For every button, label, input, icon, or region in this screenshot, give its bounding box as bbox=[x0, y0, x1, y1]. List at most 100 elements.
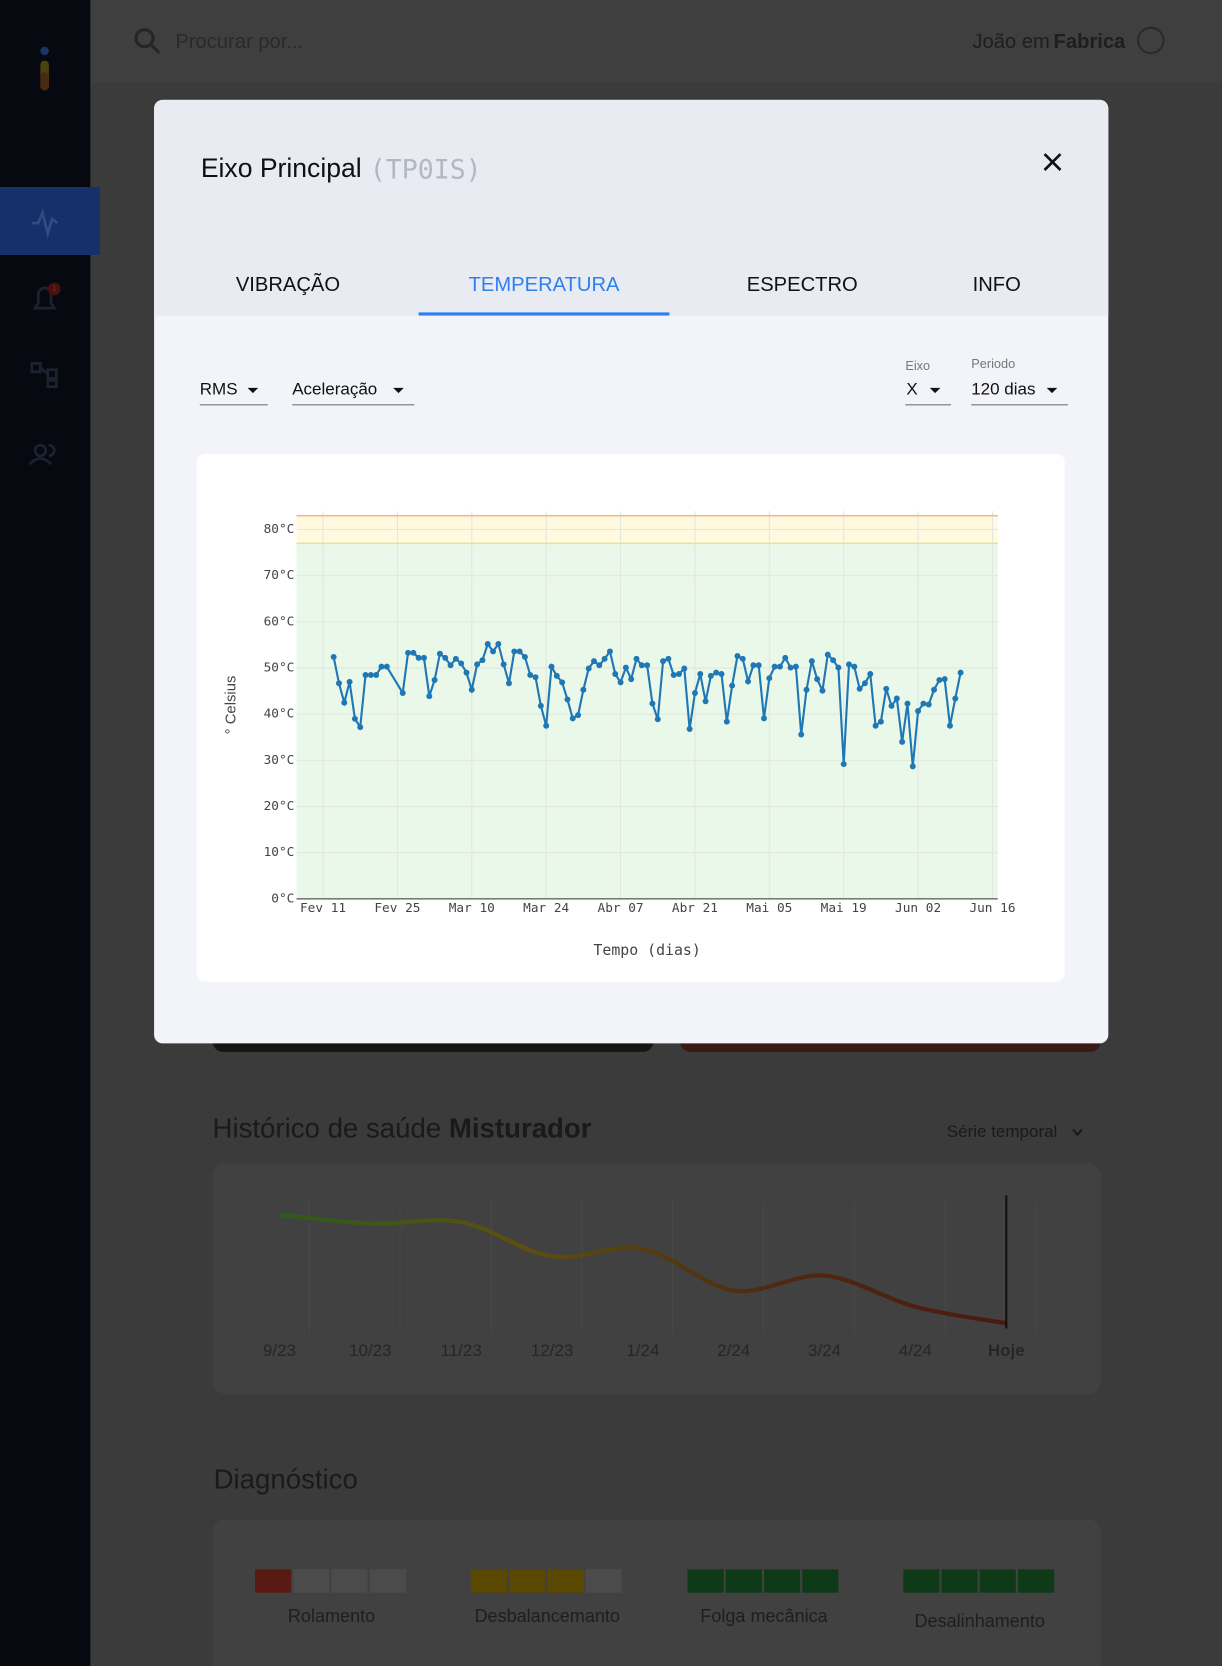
data-point bbox=[957, 669, 964, 676]
x-tick-label: 10/23 bbox=[349, 1341, 392, 1360]
view-select[interactable]: Série temporal bbox=[947, 1122, 1058, 1141]
site-name[interactable]: Fabrica bbox=[1054, 31, 1127, 53]
data-point bbox=[484, 641, 491, 648]
data-point bbox=[421, 654, 427, 661]
data-point bbox=[405, 649, 412, 656]
data-point bbox=[442, 654, 449, 661]
diagnostics-card bbox=[212, 1519, 1101, 1666]
data-point bbox=[877, 718, 884, 725]
data-point bbox=[819, 687, 826, 694]
metric-arrow[interactable] bbox=[247, 387, 259, 394]
data-point bbox=[660, 658, 667, 665]
data-point bbox=[495, 641, 502, 648]
data-point bbox=[516, 648, 523, 655]
diagnostics-title: Diagnóstico bbox=[214, 1463, 358, 1494]
avatar[interactable] bbox=[1136, 26, 1165, 55]
severity-segment bbox=[764, 1569, 801, 1593]
data-point bbox=[649, 700, 656, 707]
modal-code: (TP0IS) bbox=[370, 155, 482, 186]
period-arrow[interactable] bbox=[1046, 387, 1058, 394]
data-point bbox=[904, 700, 911, 707]
tab[interactable]: ESPECTRO bbox=[747, 274, 858, 296]
nav-tree-icon[interactable] bbox=[30, 362, 58, 389]
axis-label: Eixo bbox=[905, 358, 930, 373]
quantity-select[interactable]: Aceleração bbox=[292, 379, 377, 398]
x-tick-label: 2/24 bbox=[717, 1341, 750, 1360]
quantity-arrow[interactable] bbox=[393, 387, 404, 394]
data-point bbox=[330, 653, 337, 660]
data-point bbox=[458, 660, 465, 667]
data-point bbox=[723, 718, 730, 725]
x-tick-label: Mar 10 bbox=[449, 901, 495, 916]
data-point bbox=[840, 761, 847, 768]
severity-segment bbox=[687, 1569, 724, 1593]
data-point bbox=[707, 672, 714, 679]
data-point bbox=[936, 677, 943, 684]
data-point bbox=[633, 655, 640, 662]
tab[interactable]: TEMPERATURA bbox=[469, 274, 620, 296]
data-point bbox=[351, 715, 358, 722]
y-tick-label: 70°C bbox=[264, 568, 295, 583]
data-point bbox=[543, 722, 550, 729]
severity-segment bbox=[293, 1569, 330, 1593]
data-point bbox=[782, 654, 789, 661]
data-point bbox=[713, 669, 720, 676]
data-point bbox=[851, 663, 858, 670]
metric-select[interactable]: RMS bbox=[200, 379, 238, 398]
top-bar bbox=[90, 0, 1222, 83]
data-point bbox=[755, 662, 762, 669]
modal-header bbox=[154, 99, 1109, 316]
data-point bbox=[931, 686, 938, 693]
data-point bbox=[952, 695, 959, 702]
data-point bbox=[378, 663, 385, 670]
axis-arrow[interactable] bbox=[929, 387, 941, 394]
x-tick-label: 11/23 bbox=[441, 1341, 482, 1360]
data-point bbox=[564, 696, 571, 703]
data-point bbox=[506, 680, 512, 687]
severity-segment bbox=[903, 1569, 940, 1593]
data-point bbox=[628, 676, 635, 683]
data-point bbox=[585, 665, 592, 672]
view-select-arrow[interactable] bbox=[1072, 1128, 1083, 1137]
x-tick-label: Hoje bbox=[988, 1341, 1025, 1360]
y-tick-label: 10°C bbox=[264, 845, 295, 860]
data-point bbox=[521, 653, 528, 660]
nav-active[interactable] bbox=[0, 187, 100, 255]
data-point bbox=[867, 671, 874, 678]
nav-users-icon[interactable] bbox=[28, 443, 56, 466]
axis-select[interactable]: X bbox=[906, 379, 917, 398]
data-point bbox=[787, 664, 794, 671]
data-point bbox=[771, 663, 778, 670]
period-select[interactable]: 120 dias bbox=[971, 379, 1035, 398]
close-button[interactable] bbox=[1043, 153, 1062, 171]
tab[interactable]: INFO bbox=[973, 274, 1021, 296]
severity-segment bbox=[585, 1569, 622, 1593]
data-point bbox=[511, 648, 518, 655]
data-point bbox=[676, 671, 682, 678]
data-point bbox=[872, 722, 879, 729]
data-point bbox=[569, 715, 576, 722]
diagnostic-label: Desalinhamento bbox=[915, 1611, 1045, 1631]
data-point bbox=[415, 654, 422, 661]
data-point bbox=[856, 685, 863, 692]
data-point bbox=[367, 671, 374, 678]
tab[interactable]: VIBRAÇÃO bbox=[236, 272, 340, 296]
data-point bbox=[553, 672, 560, 679]
data-point bbox=[346, 678, 353, 685]
data-point bbox=[925, 701, 932, 708]
data-point bbox=[803, 686, 810, 693]
data-point bbox=[617, 679, 624, 686]
data-point bbox=[479, 657, 486, 664]
data-point bbox=[792, 663, 799, 670]
nav-alert-icon[interactable] bbox=[32, 286, 57, 310]
severity-segment bbox=[470, 1569, 507, 1593]
data-point bbox=[591, 658, 597, 665]
data-point bbox=[766, 675, 773, 682]
y-tick-label: 30°C bbox=[264, 753, 295, 768]
x-tick-label: Abr 21 bbox=[672, 901, 718, 916]
y-tick-label: 20°C bbox=[264, 799, 295, 814]
x-tick-label: 4/24 bbox=[899, 1341, 932, 1360]
y-axis-title: ° Celsius bbox=[224, 676, 240, 735]
data-point bbox=[452, 655, 459, 662]
search-input[interactable]: Procurar por... bbox=[175, 31, 303, 53]
